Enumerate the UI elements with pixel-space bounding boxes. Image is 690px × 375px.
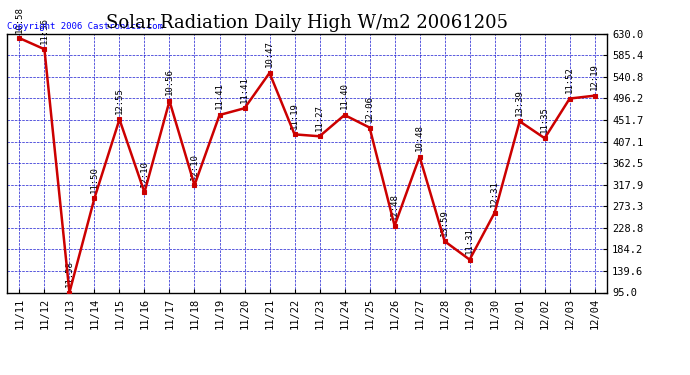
Text: 13:39: 13:39	[515, 89, 524, 116]
Text: 12:10: 12:10	[140, 160, 149, 187]
Text: 12:48: 12:48	[390, 194, 399, 220]
Text: 11:52: 11:52	[565, 66, 574, 93]
Text: 11:41: 11:41	[240, 76, 249, 103]
Text: 10:58: 10:58	[15, 6, 24, 33]
Text: 11:27: 11:27	[315, 104, 324, 131]
Text: 12:06: 12:06	[365, 95, 374, 122]
Title: Solar Radiation Daily High W/m2 20061205: Solar Radiation Daily High W/m2 20061205	[106, 14, 508, 32]
Text: 12:31: 12:31	[490, 180, 499, 207]
Text: 13:59: 13:59	[440, 209, 449, 236]
Text: 11:40: 11:40	[340, 82, 349, 110]
Text: 11:19: 11:19	[290, 102, 299, 129]
Text: 10:56: 10:56	[165, 69, 174, 95]
Text: 11:50: 11:50	[90, 166, 99, 193]
Text: 10:47: 10:47	[265, 40, 274, 68]
Text: 12:55: 12:55	[115, 87, 124, 114]
Text: 11:36: 11:36	[40, 17, 49, 44]
Text: 11:35: 11:35	[540, 106, 549, 133]
Text: 11:41: 11:41	[215, 82, 224, 110]
Text: 11:31: 11:31	[465, 227, 474, 254]
Text: 12:19: 12:19	[590, 63, 599, 90]
Text: Copyright 2006 Castronics.com: Copyright 2006 Castronics.com	[7, 22, 163, 31]
Text: 12:10: 12:10	[190, 153, 199, 180]
Text: 11:58: 11:58	[65, 260, 74, 287]
Text: 10:48: 10:48	[415, 124, 424, 151]
